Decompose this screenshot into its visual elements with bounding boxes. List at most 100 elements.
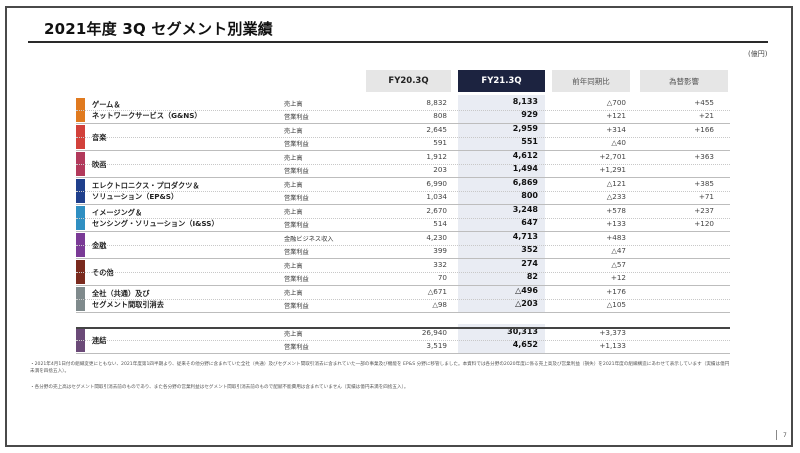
total-divider — [76, 327, 730, 329]
metric-label: 営業利益 — [284, 344, 309, 351]
operating-income-line: 営業利益 △98 △203 △105 — [76, 299, 730, 312]
value-fx: +363 — [694, 152, 714, 161]
metric-label: 売上高 — [284, 155, 303, 162]
metric-label: 売上高 — [284, 209, 303, 216]
value-fx: +71 — [698, 192, 714, 201]
value-fx: +166 — [694, 125, 714, 134]
operating-income-line: 営業利益 203 1,494 +1,291 — [76, 164, 730, 177]
sales-line: 売上高 8,832 8,133 △700 +455 — [76, 97, 730, 111]
page-number: 7 — [783, 432, 787, 439]
value-yoy: △105 — [606, 300, 626, 309]
value-yoy: +121 — [606, 111, 626, 120]
value-fx: +120 — [694, 219, 714, 228]
sales-line: 売上高 2,645 2,959 +314 +166 — [76, 124, 730, 138]
page-title: 2021年度 3Q セグメント別業績 — [44, 20, 273, 38]
segment-row: 音楽 売上高 2,645 2,959 +314 +166 営業利益 591 551 △40 — [76, 124, 730, 151]
header-fy20-3q: FY20.3Q — [366, 70, 451, 92]
value-yoy: +3,373 — [599, 328, 626, 337]
metric-label: 金融ビジネス収入 — [284, 236, 334, 243]
metric-label: 売上高 — [284, 290, 303, 297]
value-fy20: 6,990 — [426, 179, 447, 188]
value-fy21: 551 — [521, 137, 538, 146]
value-yoy: +12 — [610, 273, 626, 282]
segment-row: 映画 売上高 1,912 4,612 +2,701 +363 営業利益 203 1,494 +1,… — [76, 151, 730, 178]
value-fy20: 26,940 — [421, 328, 447, 337]
segment-name: ゲーム＆ ネットワークサービス（G&NS） — [92, 100, 202, 120]
sales-line: 売上高 6,990 6,869 △121 +385 — [76, 178, 730, 192]
metric-label: 営業利益 — [284, 195, 309, 202]
operating-income-line: 営業利益 70 82 +12 — [76, 272, 730, 285]
title-underline — [28, 41, 768, 43]
operating-income-line: 営業利益 808 929 +121 +21 — [76, 110, 730, 123]
value-fy21: 82 — [526, 272, 538, 281]
value-yoy: △40 — [611, 138, 626, 147]
metric-label: 売上高 — [284, 101, 303, 108]
value-fy21: 6,869 — [512, 178, 538, 187]
value-fy20: 808 — [433, 111, 447, 120]
sales-line: 売上高 1,912 4,612 +2,701 +363 — [76, 151, 730, 165]
header-fy21-3q: FY21.3Q — [458, 70, 545, 92]
footnote-2: ・各分野の売上高はセグメント間取引消去前のものであり、また各分野の営業利益はセグ… — [30, 385, 409, 390]
value-fy20: 591 — [433, 138, 447, 147]
footnotes: ・2021年4月1日付の組織変更にともない、2021年度第1四半期より、従来その… — [30, 362, 730, 402]
value-fy21: △203 — [515, 299, 538, 308]
value-fy21: 4,652 — [512, 340, 538, 349]
metric-label: 営業利益 — [284, 114, 309, 121]
value-fy20: 1,034 — [426, 192, 447, 201]
value-yoy: +314 — [606, 125, 626, 134]
operating-income-line: 営業利益 514 647 +133 +120 — [76, 218, 730, 231]
value-yoy: △121 — [606, 179, 626, 188]
segment-row: 金融 金融ビジネス収入 4,230 4,713 +483 営業利益 399 352 △47 — [76, 232, 730, 259]
value-fx: +237 — [694, 206, 714, 215]
header-yoy: 前年同期比 — [552, 70, 630, 92]
footnote-1: ・2021年4月1日付の組織変更にともない、2021年度第1四半期より、従来その… — [30, 362, 730, 374]
value-yoy: +1,133 — [599, 341, 626, 350]
value-fy21: 647 — [521, 218, 538, 227]
value-fx: +21 — [698, 111, 714, 120]
segment-row: ゲーム＆ ネットワークサービス（G&NS） 売上高 8,832 8,133 △700 +4… — [76, 97, 730, 124]
value-fx: +455 — [694, 98, 714, 107]
value-fy20: 4,230 — [426, 233, 447, 242]
value-fx: +385 — [694, 179, 714, 188]
value-yoy: △57 — [611, 260, 626, 269]
value-fy20: 332 — [433, 260, 447, 269]
metric-label: 営業利益 — [284, 276, 309, 283]
unit-label: (億円) — [748, 50, 768, 58]
value-yoy: +133 — [606, 219, 626, 228]
segment-row: その他 売上高 332 274 △57 営業利益 70 82 +12 — [76, 259, 730, 286]
value-fy21: 3,248 — [512, 205, 538, 214]
value-fy20: △671 — [427, 287, 447, 296]
value-fy20: 1,912 — [426, 152, 447, 161]
value-fy20: 399 — [433, 246, 447, 255]
value-fy20: 514 — [433, 219, 447, 228]
value-fy20: 3,519 — [426, 341, 447, 350]
page-divider — [776, 430, 777, 440]
metric-label: 営業利益 — [284, 303, 309, 310]
value-fy21: 2,959 — [512, 124, 538, 133]
metric-label: 営業利益 — [284, 249, 309, 256]
segment-name: エレクトロニクス・プロダクツ＆ ソリューション（EP&S） — [92, 181, 200, 201]
metric-label: 営業利益 — [284, 222, 309, 229]
sales-line: 売上高 2,670 3,248 +578 +237 — [76, 205, 730, 219]
value-fy21: 274 — [521, 259, 538, 268]
value-fy21: 30,313 — [507, 327, 538, 336]
value-fy21: 929 — [521, 110, 538, 119]
value-fy21: 800 — [521, 191, 538, 200]
value-fy21: 4,612 — [512, 151, 538, 160]
segment-row: 全社（共通）及び セグメント間取引消去 売上高 △671 △496 +176 営業利益 △9… — [76, 286, 730, 313]
metric-label: 営業利益 — [284, 141, 309, 148]
value-fy20: 8,832 — [426, 98, 447, 107]
value-fy21: 1,494 — [512, 164, 538, 173]
operating-income-line: 営業利益 399 352 △47 — [76, 245, 730, 258]
value-fy20: 70 — [437, 273, 447, 282]
value-yoy: △700 — [606, 98, 626, 107]
metric-label: 売上高 — [284, 263, 303, 270]
value-fy20: 2,645 — [426, 125, 447, 134]
metric-label: 売上高 — [284, 182, 303, 189]
value-yoy: +578 — [606, 206, 626, 215]
sales-line: 金融ビジネス収入 4,230 4,713 +483 — [76, 232, 730, 246]
value-fy21: △496 — [515, 286, 538, 295]
operating-income-line: 営業利益 1,034 800 △233 +71 — [76, 191, 730, 204]
operating-income-line: 営業利益 3,519 4,652 +1,133 — [76, 340, 730, 353]
segment-row: エレクトロニクス・プロダクツ＆ ソリューション（EP&S） 売上高 6,990 6,8… — [76, 178, 730, 205]
